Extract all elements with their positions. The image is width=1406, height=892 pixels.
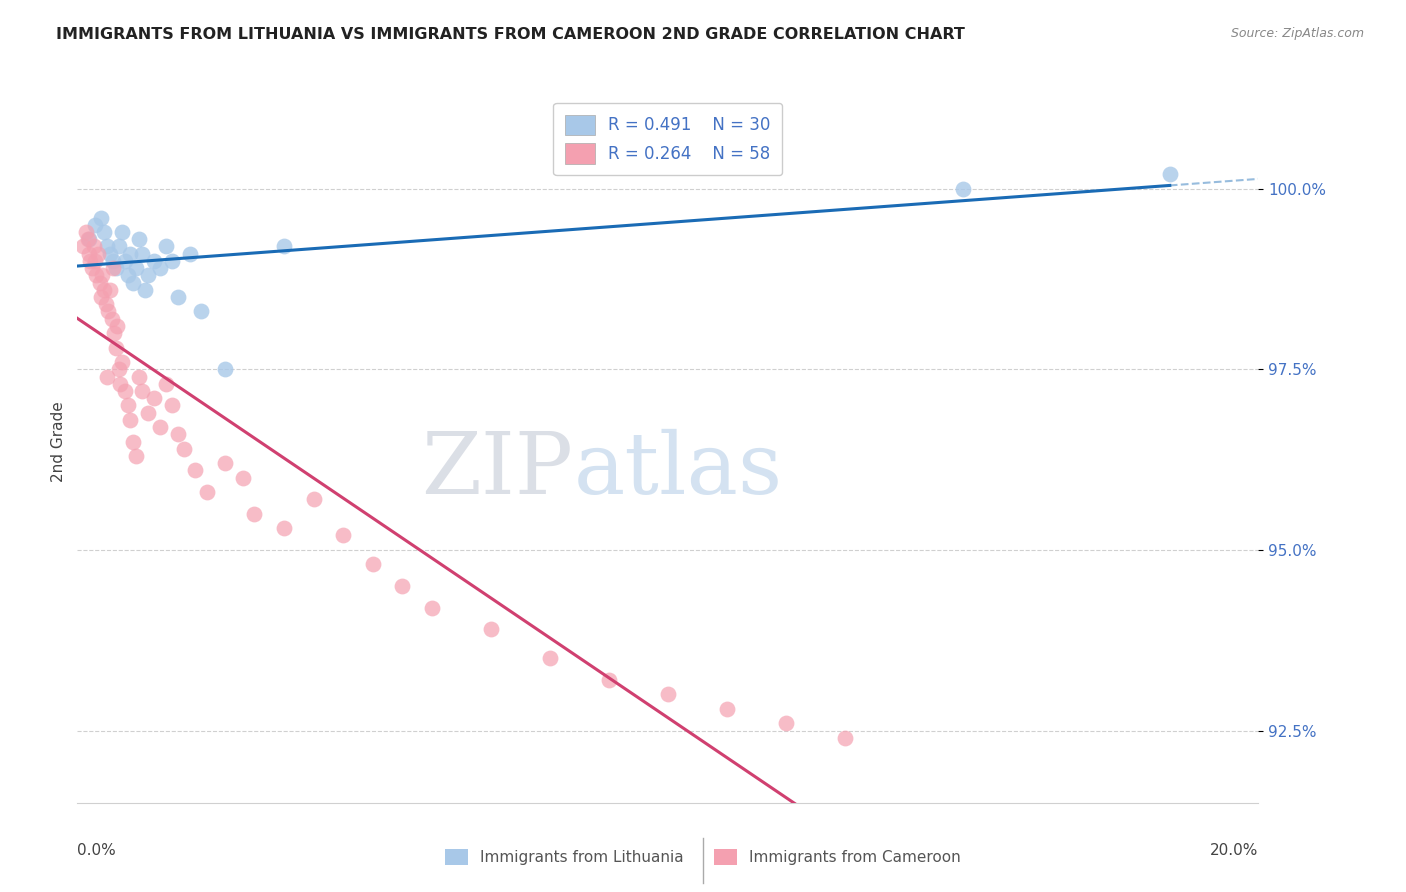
- Point: [120, 246, 142, 260]
- Point: [716, 702, 738, 716]
- Point: [75, 225, 97, 239]
- Point: [117, 268, 139, 283]
- Point: [143, 391, 166, 405]
- Point: [128, 369, 150, 384]
- Legend: R = 0.491    N = 30, R = 0.264    N = 58: R = 0.491 N = 30, R = 0.264 N = 58: [554, 103, 782, 176]
- Text: ZIP: ZIP: [422, 429, 574, 512]
- Point: [90, 211, 112, 225]
- Text: IMMIGRANTS FROM LITHUANIA VS IMMIGRANTS FROM CAMEROON 2ND GRADE CORRELATION CHAR: IMMIGRANTS FROM LITHUANIA VS IMMIGRANTS …: [56, 27, 965, 42]
- Point: [84, 218, 107, 232]
- Point: [166, 290, 188, 304]
- Point: [657, 688, 679, 702]
- Point: [598, 673, 620, 687]
- Point: [104, 341, 127, 355]
- Point: [87, 246, 110, 260]
- Y-axis label: 2nd Grade: 2nd Grade: [51, 401, 66, 482]
- Point: [91, 268, 114, 283]
- Text: Source: ZipAtlas.com: Source: ZipAtlas.com: [1230, 27, 1364, 40]
- Point: [98, 283, 121, 297]
- Point: [173, 442, 195, 456]
- Point: [111, 225, 132, 239]
- Point: [479, 623, 502, 637]
- Text: atlas: atlas: [574, 429, 783, 512]
- Point: [101, 261, 124, 276]
- Point: [89, 276, 111, 290]
- Point: [834, 731, 856, 745]
- Point: [114, 253, 136, 268]
- Point: [134, 283, 156, 297]
- Point: [1159, 167, 1181, 181]
- Text: 0.0%: 0.0%: [77, 843, 117, 857]
- Point: [84, 268, 107, 283]
- Point: [143, 253, 166, 268]
- Point: [391, 579, 413, 593]
- Point: [131, 384, 153, 398]
- Point: [179, 246, 201, 260]
- Point: [104, 261, 127, 276]
- Point: [232, 471, 254, 485]
- Point: [120, 413, 142, 427]
- Point: [77, 232, 100, 246]
- Point: [273, 521, 295, 535]
- Point: [84, 253, 107, 268]
- Point: [136, 268, 159, 283]
- Point: [100, 311, 122, 326]
- Point: [77, 232, 100, 246]
- Point: [775, 716, 797, 731]
- Point: [93, 225, 115, 239]
- Point: [111, 355, 132, 369]
- Point: [952, 182, 974, 196]
- Point: [160, 253, 183, 268]
- Point: [77, 246, 100, 260]
- Point: [361, 558, 384, 572]
- Point: [90, 290, 112, 304]
- Point: [190, 304, 212, 318]
- Point: [538, 651, 561, 665]
- Point: [155, 239, 177, 253]
- Point: [420, 600, 443, 615]
- Point: [72, 239, 94, 253]
- Point: [96, 369, 118, 384]
- Point: [302, 492, 325, 507]
- Point: [101, 253, 124, 268]
- Point: [103, 326, 125, 341]
- Point: [155, 376, 177, 391]
- Point: [136, 406, 159, 420]
- Point: [96, 239, 118, 253]
- Point: [114, 384, 136, 398]
- Point: [79, 253, 101, 268]
- Point: [166, 427, 188, 442]
- Point: [107, 362, 129, 376]
- Point: [108, 376, 131, 391]
- Point: [107, 318, 129, 333]
- Point: [97, 304, 120, 318]
- Point: [82, 261, 104, 276]
- Point: [122, 276, 145, 290]
- Point: [149, 261, 172, 276]
- Point: [128, 232, 150, 246]
- Point: [160, 398, 183, 412]
- Legend: Immigrants from Lithuania, Immigrants from Cameroon: Immigrants from Lithuania, Immigrants fr…: [439, 843, 967, 871]
- Point: [125, 261, 148, 276]
- Point: [195, 485, 218, 500]
- Point: [332, 528, 354, 542]
- Point: [94, 297, 117, 311]
- Point: [93, 283, 115, 297]
- Point: [149, 420, 172, 434]
- Text: 20.0%: 20.0%: [1211, 843, 1258, 857]
- Point: [131, 246, 153, 260]
- Point: [214, 456, 236, 470]
- Point: [214, 362, 236, 376]
- Point: [125, 449, 148, 463]
- Point: [107, 239, 129, 253]
- Point: [83, 239, 105, 253]
- Point: [184, 463, 207, 477]
- Point: [117, 398, 139, 412]
- Point: [122, 434, 145, 449]
- Point: [243, 507, 266, 521]
- Point: [98, 246, 121, 260]
- Point: [273, 239, 295, 253]
